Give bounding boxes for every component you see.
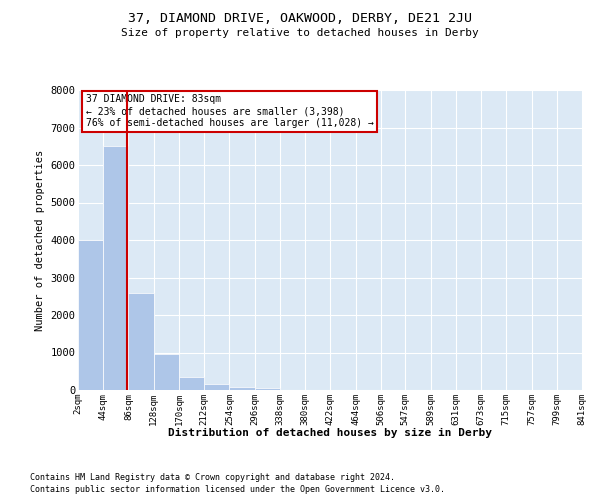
Text: Contains public sector information licensed under the Open Government Licence v3: Contains public sector information licen… <box>30 485 445 494</box>
Bar <box>179 377 204 390</box>
Bar <box>254 388 280 390</box>
Bar <box>78 240 103 390</box>
Text: Contains HM Land Registry data © Crown copyright and database right 2024.: Contains HM Land Registry data © Crown c… <box>30 472 395 482</box>
Text: Size of property relative to detached houses in Derby: Size of property relative to detached ho… <box>121 28 479 38</box>
Bar <box>103 146 128 390</box>
Bar <box>204 384 229 390</box>
Bar <box>229 387 254 390</box>
Text: 37, DIAMOND DRIVE, OAKWOOD, DERBY, DE21 2JU: 37, DIAMOND DRIVE, OAKWOOD, DERBY, DE21 … <box>128 12 472 26</box>
Text: Distribution of detached houses by size in Derby: Distribution of detached houses by size … <box>168 428 492 438</box>
Bar <box>154 354 179 390</box>
Bar <box>128 292 154 390</box>
Text: 37 DIAMOND DRIVE: 83sqm
← 23% of detached houses are smaller (3,398)
76% of semi: 37 DIAMOND DRIVE: 83sqm ← 23% of detache… <box>86 94 373 128</box>
Y-axis label: Number of detached properties: Number of detached properties <box>35 150 44 330</box>
